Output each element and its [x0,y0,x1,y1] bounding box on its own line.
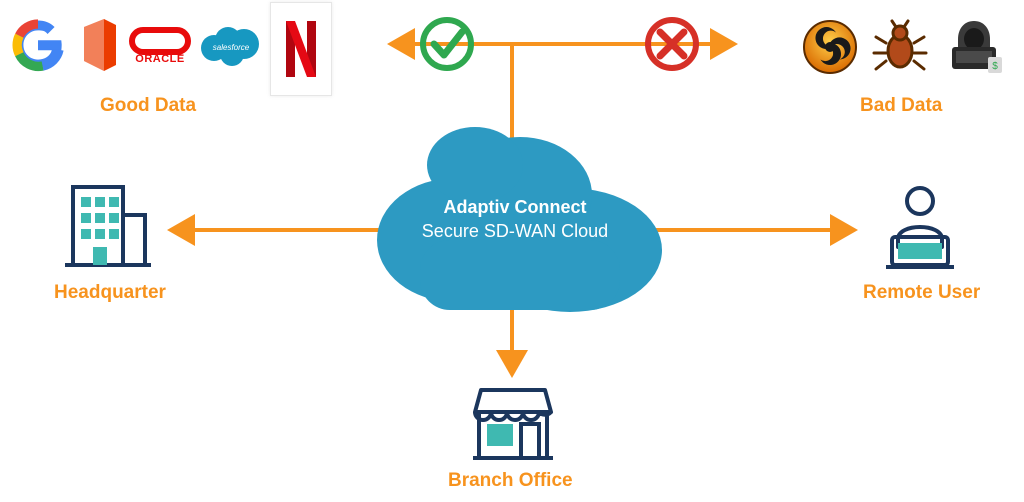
diagram-stage: Adaptiv Connect Secure SD-WAN Cloud [0,0,1024,502]
cross-icon [648,20,696,68]
check-icon [423,20,471,68]
badges-layer [0,0,1024,502]
